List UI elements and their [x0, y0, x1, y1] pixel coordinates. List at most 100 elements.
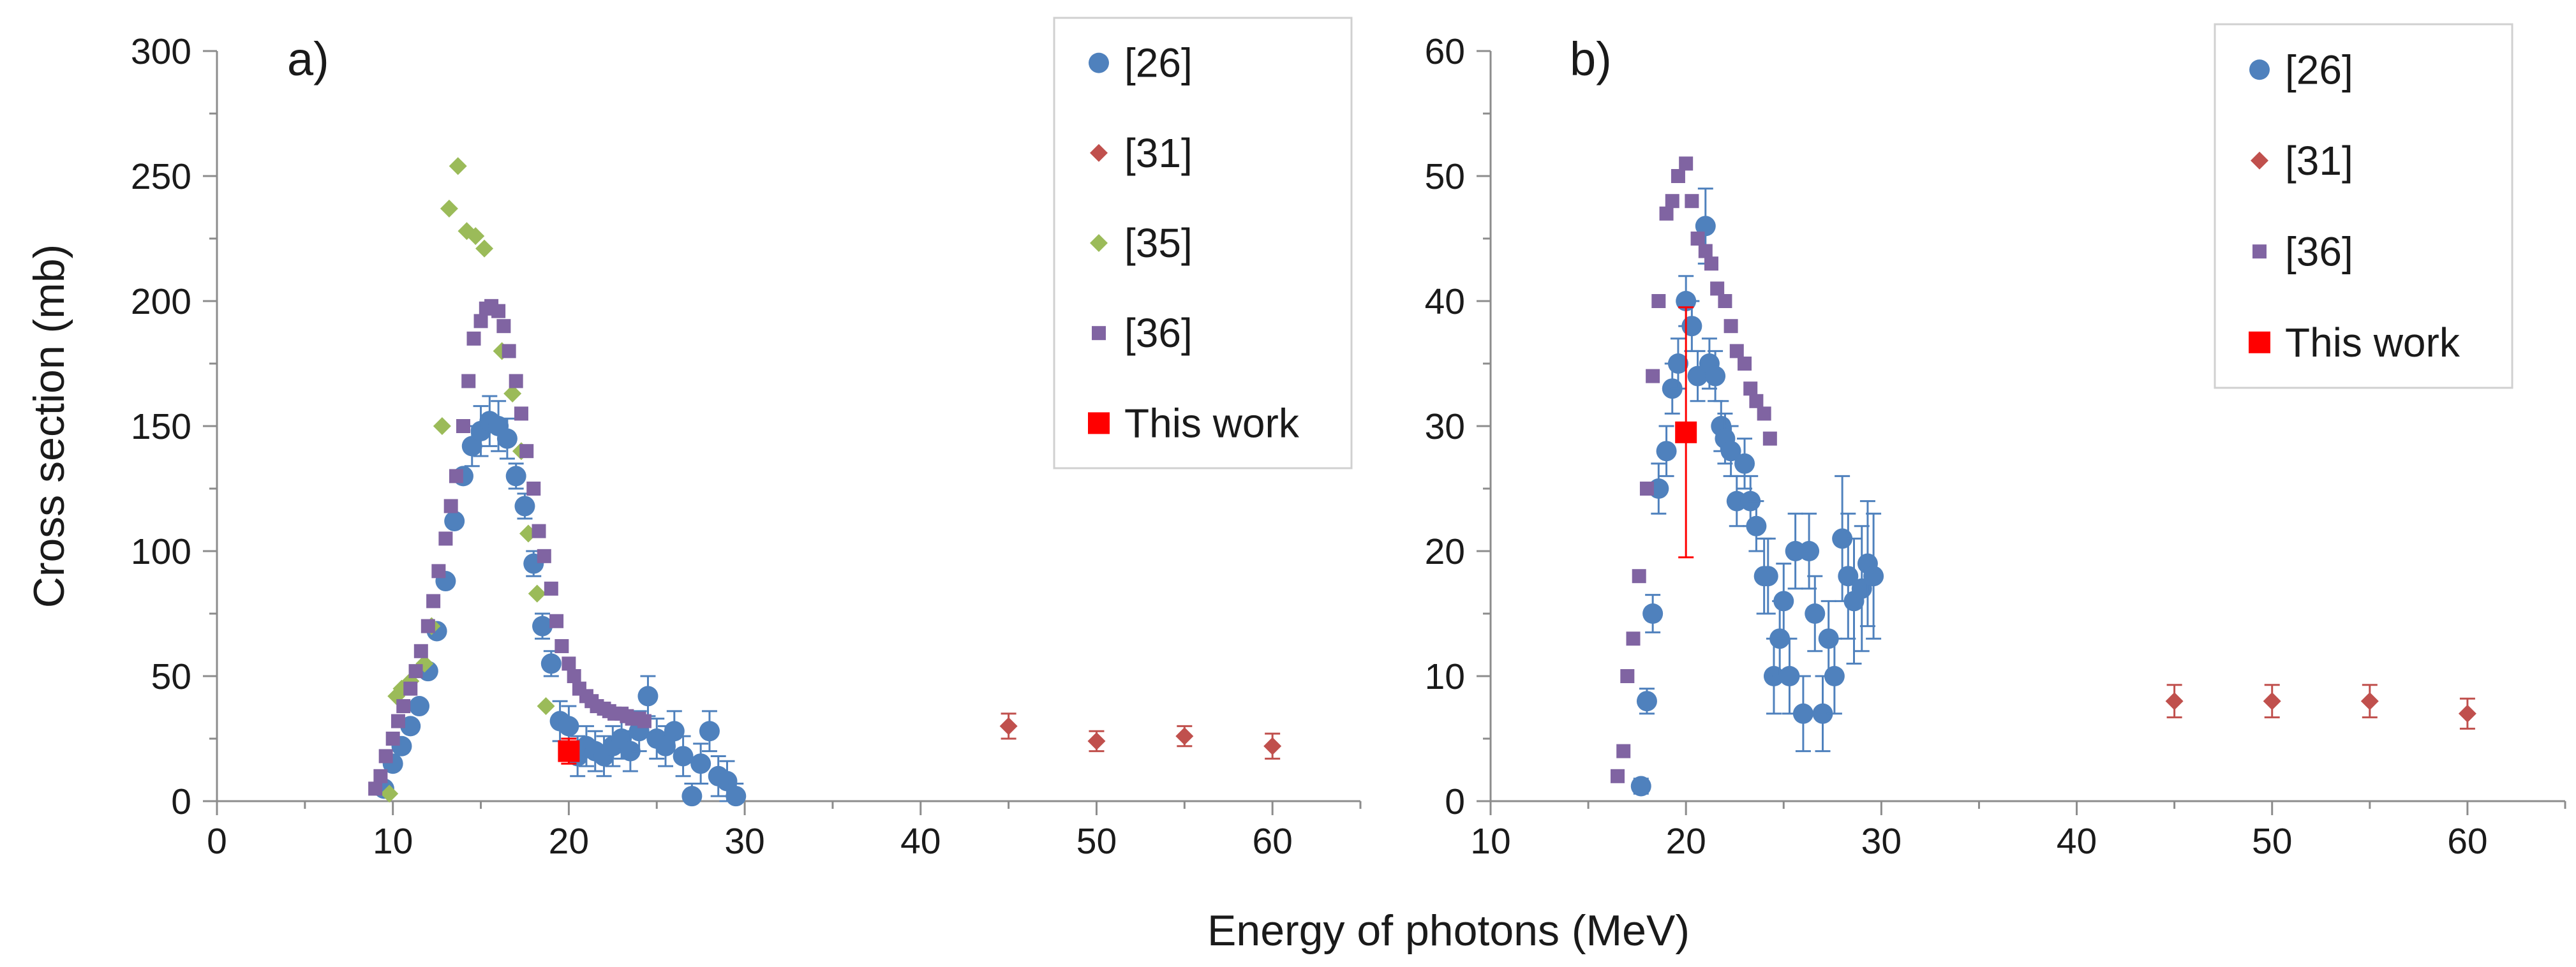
series-35 [380, 157, 555, 803]
series-36 [1611, 156, 1777, 783]
data-point [526, 482, 541, 496]
data-point [1659, 206, 1674, 221]
x-tick-label: 40 [2057, 821, 2097, 862]
data-point [1779, 666, 1800, 686]
data-point [1690, 232, 1705, 246]
data-point [558, 716, 579, 737]
x-tick-label: 50 [2252, 821, 2292, 862]
data-point [532, 524, 546, 538]
legend-marker [1089, 52, 1109, 73]
legend-marker [2249, 59, 2270, 80]
x-tick-label: 10 [1470, 821, 1510, 862]
data-point [528, 584, 546, 603]
data-point [690, 753, 711, 774]
panel-a: 0 50 100 150 200 250 300 0 10 20 30 40 50 60 Cross sec… [25, 17, 1362, 862]
series-31 [999, 712, 1282, 760]
x-tick-label: 60 [2447, 821, 2487, 862]
data-point [1646, 369, 1660, 383]
y-tick-label: 0 [171, 781, 191, 822]
data-point [431, 564, 446, 579]
data-point [456, 419, 470, 433]
y-tick-label: 20 [1425, 531, 1465, 572]
data-point [1729, 344, 1744, 358]
data-point [1720, 441, 1741, 462]
data-point [681, 786, 703, 807]
data-point [1746, 515, 1767, 536]
x-tick-label: 30 [724, 821, 764, 862]
data-point [1639, 482, 1654, 496]
series-thiswork [558, 737, 580, 765]
y-tick-label: 40 [1425, 281, 1465, 322]
legend-label: [36] [2285, 228, 2353, 274]
data-point [558, 740, 580, 762]
data-point [532, 616, 553, 637]
data-point [637, 686, 659, 707]
data-point [385, 732, 400, 746]
legend-box [2214, 23, 2513, 389]
y-tick-label: 50 [1425, 156, 1465, 197]
data-point [1762, 431, 1777, 446]
data-point [1175, 727, 1194, 746]
data-point [620, 741, 641, 762]
y-tick-label: 50 [151, 656, 191, 697]
data-point [2458, 704, 2476, 723]
data-point [1695, 216, 1716, 237]
data-point [509, 374, 523, 388]
data-point [466, 227, 485, 246]
data-point [396, 699, 411, 714]
data-point [1616, 744, 1631, 758]
data-point [380, 785, 399, 803]
data-point [444, 510, 465, 531]
data-point [1667, 353, 1688, 374]
data-point [1611, 769, 1625, 783]
data-point [673, 746, 694, 767]
data-point [1632, 569, 1646, 584]
series-31 [2165, 684, 2476, 730]
legend-label: This work [1124, 400, 1300, 446]
data-point [699, 721, 720, 742]
legend-marker [1092, 326, 1106, 341]
x-tick-label: 0 [207, 821, 227, 862]
y-axis-title: Cross section (mb) [25, 244, 73, 609]
data-point [502, 344, 516, 358]
data-point [562, 656, 576, 671]
legend-label: [31] [2285, 138, 2353, 184]
data-point [1749, 394, 1764, 408]
y-tick-label: 100 [131, 531, 191, 572]
data-point [1636, 691, 1657, 712]
data-point [664, 721, 685, 742]
data-point [1698, 244, 1713, 258]
data-point [1705, 365, 1726, 387]
data-point [1757, 566, 1778, 587]
x-tick-label: 20 [549, 821, 589, 862]
data-point [496, 319, 511, 334]
data-point [1263, 737, 1282, 755]
data-point [540, 653, 562, 674]
data-point [400, 716, 421, 737]
data-point [1675, 421, 1697, 443]
data-point [1656, 441, 1677, 462]
data-point [544, 581, 558, 596]
series-thiswork [1675, 306, 1697, 559]
legend-label: [26] [1124, 40, 1193, 86]
data-point [537, 697, 555, 716]
data-point [1799, 541, 1820, 561]
data-point [537, 549, 551, 563]
data-point [1704, 256, 1718, 271]
data-point [1863, 566, 1884, 587]
data-point [491, 304, 506, 318]
data-point [1718, 294, 1732, 308]
legend-label: This work [2285, 320, 2461, 365]
data-point [519, 444, 534, 459]
data-point [1620, 669, 1635, 683]
data-point [466, 331, 481, 346]
data-point [449, 469, 463, 484]
series-36 [368, 299, 651, 796]
data-point [1743, 381, 1758, 396]
data-point [473, 314, 488, 328]
panel-label: b) [1570, 33, 1612, 85]
y-tick-label: 0 [1445, 781, 1465, 822]
data-point [378, 749, 393, 764]
legend-marker [1088, 412, 1110, 434]
